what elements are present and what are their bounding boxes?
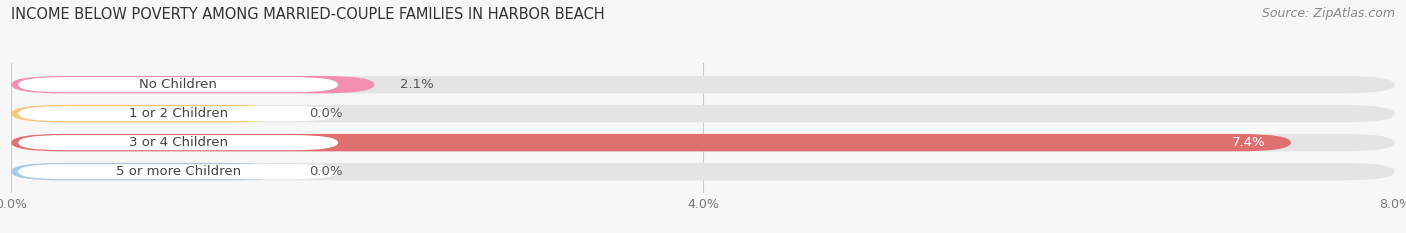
FancyBboxPatch shape — [11, 105, 283, 122]
FancyBboxPatch shape — [18, 135, 337, 150]
Text: No Children: No Children — [139, 78, 217, 91]
FancyBboxPatch shape — [18, 106, 337, 121]
FancyBboxPatch shape — [11, 76, 374, 93]
Text: INCOME BELOW POVERTY AMONG MARRIED-COUPLE FAMILIES IN HARBOR BEACH: INCOME BELOW POVERTY AMONG MARRIED-COUPL… — [11, 7, 605, 22]
Text: 0.0%: 0.0% — [309, 165, 343, 178]
FancyBboxPatch shape — [18, 164, 337, 179]
FancyBboxPatch shape — [11, 105, 1395, 122]
FancyBboxPatch shape — [11, 163, 283, 180]
Text: 0.0%: 0.0% — [309, 107, 343, 120]
FancyBboxPatch shape — [11, 134, 1395, 151]
FancyBboxPatch shape — [11, 163, 1395, 180]
Text: 5 or more Children: 5 or more Children — [115, 165, 240, 178]
FancyBboxPatch shape — [11, 134, 1291, 151]
Text: 1 or 2 Children: 1 or 2 Children — [128, 107, 228, 120]
FancyBboxPatch shape — [11, 76, 1395, 93]
Text: 2.1%: 2.1% — [401, 78, 434, 91]
FancyBboxPatch shape — [18, 77, 337, 92]
Text: 3 or 4 Children: 3 or 4 Children — [128, 136, 228, 149]
Text: 7.4%: 7.4% — [1232, 136, 1265, 149]
Text: Source: ZipAtlas.com: Source: ZipAtlas.com — [1261, 7, 1395, 20]
